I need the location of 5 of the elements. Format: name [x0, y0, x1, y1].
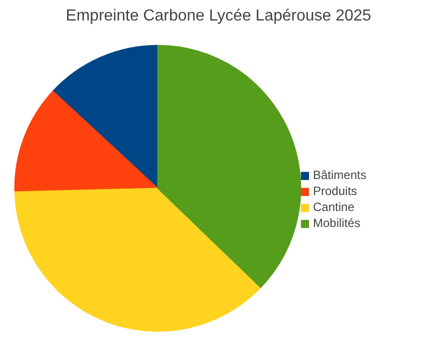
legend-label: Bâtiments — [313, 168, 366, 182]
legend-label: Cantine — [313, 200, 354, 214]
legend-label: Produits — [313, 184, 358, 198]
legend-label: Mobilités — [313, 216, 360, 230]
chart-title: Empreinte Carbone Lycée Lapérouse 2025 — [66, 8, 372, 24]
